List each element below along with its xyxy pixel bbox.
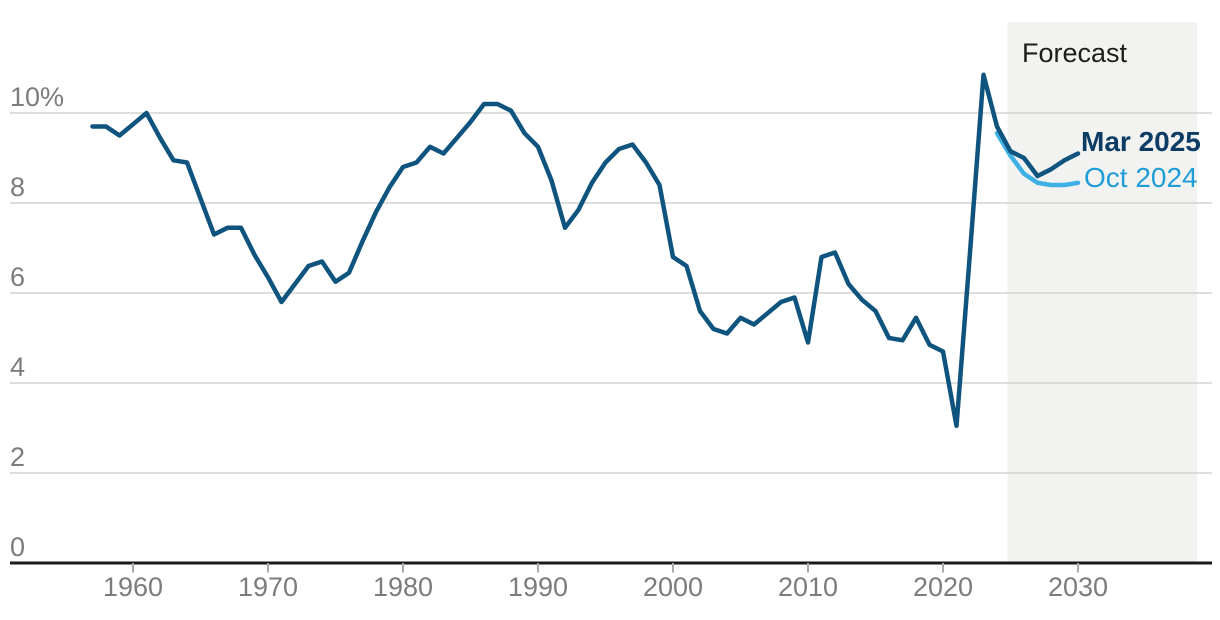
y-axis-label: 10% [10, 82, 64, 112]
series-line-oct-2024 [994, 130, 1081, 188]
x-axis-label: 1960 [103, 572, 163, 602]
x-axis-label: 2020 [913, 572, 973, 602]
forecast-region-label: Forecast [1022, 38, 1128, 68]
y-axis-label: 4 [10, 352, 25, 382]
x-axis-label: 1990 [508, 572, 568, 602]
y-axis-label: 2 [10, 442, 25, 472]
x-axis-label: 2010 [778, 572, 838, 602]
x-axis-label: 1980 [373, 572, 433, 602]
y-axis-label: 8 [10, 172, 25, 202]
series-label-mar-2025: Mar 2025 [1081, 126, 1201, 157]
y-axis-label: 0 [10, 532, 25, 562]
series-line-mar-2025 [90, 72, 1081, 429]
x-axis-label: 2030 [1048, 572, 1108, 602]
x-axis-label: 2000 [643, 572, 703, 602]
y-axis-label: 6 [10, 262, 25, 292]
series-label-oct-2024: Oct 2024 [1084, 162, 1198, 193]
x-axis-label: 1970 [238, 572, 298, 602]
